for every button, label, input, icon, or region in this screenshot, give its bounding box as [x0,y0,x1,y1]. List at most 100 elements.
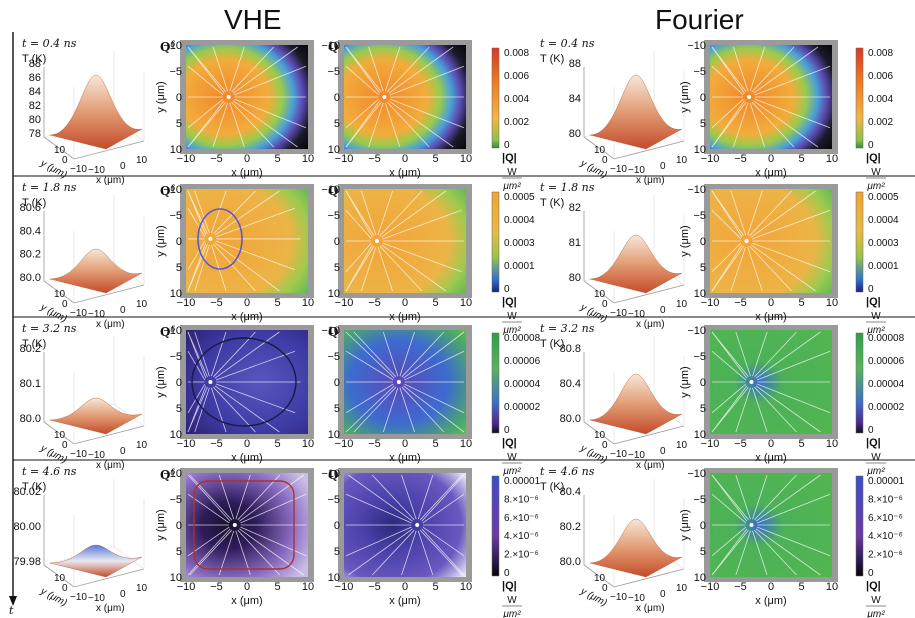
streamline [211,244,227,292]
qD-heatmap-3-xtick: 5 [432,438,438,450]
vhe-temp-surface-2-ztick: 80.2 [20,249,41,261]
fourier-colorbar-4-tick: 2.×10⁻⁶ [868,550,903,561]
qD-heatmap-1-ytick: −10 [321,40,340,52]
qD-heatmap-2-xtick: 10 [460,297,472,309]
streamline [218,530,235,576]
temp-label-fourier-3: T (K) [540,338,565,350]
fourier-temp-surface-4-ytick: 0 [602,583,608,594]
streamline [345,385,395,433]
fourier-colorbar-4-tick: 4.×10⁻⁶ [868,531,903,542]
fourier-temp-surface-4-ytick: −10 [610,592,627,603]
fourier-colorbar-3-unit-num: W [871,452,881,463]
fourier-heatmap-4-ytick: 5 [700,546,706,558]
vhe-temp-surface-4-ztick: 80.00 [13,521,41,533]
vhe-temp-surface-1-ztick: 80 [29,114,41,126]
streamline [389,65,465,96]
streamline [384,102,401,148]
fourier-ylabel-3: y (μm) [679,366,691,397]
fourier-temp-surface-3-ytick: 10 [594,430,606,441]
streamline [756,493,831,524]
vhe-temp-surface-1-xtick: 0 [120,161,126,172]
qD-heatmap-2-xtick: 0 [402,297,408,309]
qdelta-heatmap-1-xtick: 0 [244,153,250,165]
fourier-colorbar-4-tick: 6.×10⁻⁶ [868,513,903,524]
streamline [403,331,465,379]
fourier-temp-surface-4-ztick: 80.0 [560,556,581,568]
fourier-temp-surface-2-ztick: 82 [569,202,581,214]
vhe-colorbar-4-qlabel: |Q| [502,580,517,592]
fourier-colorbar-3-tick: 0.00006 [868,356,905,367]
vhe-temp-surface-3-xlabel: x (μm) [96,460,125,471]
streamline [730,246,746,292]
qdelta-heatmap-4-xtick: 5 [274,581,280,593]
fourier-colorbar-3-tick: 0 [868,425,874,436]
fourier-temp-surface-1-xtick: 10 [676,155,688,166]
temp-label-fourier-2: T (K) [540,197,565,209]
qdelta-heatmap-4-ytick: −10 [163,468,182,480]
vhe-colorbar-3-tick: 0.00008 [504,333,541,344]
vhe-temp-surface-3-ytick: 10 [54,430,66,441]
qD-heatmap-4-xtick: 0 [402,581,408,593]
vhe-colorbar-4-tick: 8.×10⁻⁶ [504,494,539,505]
streamline [388,100,454,148]
streamline [747,246,763,292]
streamline [711,474,749,521]
streamline [345,242,372,273]
streamline [379,190,423,237]
streamline [214,385,280,433]
fourier-heatmap-4-xtick: −5 [734,581,747,593]
fourier-heatmap-3-xtick: −10 [701,438,720,450]
fourier-colorbar-4-tick: 0 [868,568,874,579]
qdelta-heatmap-3-xlabel: x (μm) [231,452,262,464]
streamline [348,474,413,522]
streamline [401,386,445,433]
streamline [735,474,751,520]
streamline [353,331,397,378]
vhe-temp-surface-3-xtick: −10 [88,450,105,461]
qD-heatmap-3-xtick: −10 [335,438,354,450]
vhe-temp-surface-3-xtick: 10 [136,440,148,451]
streamline [711,65,744,96]
qD-heatmap-1-ytick: 0 [334,92,340,104]
streamline [229,102,245,148]
streamline [360,246,377,292]
fourier-ylabel-2: y (μm) [679,225,691,256]
fourier-temp-surface-2-ytick: 0 [602,299,608,310]
streamline [711,331,749,378]
qD-heatmap-1-ytick: 10 [328,144,340,156]
qdelta-heatmap-1-ytick: 0 [176,92,182,104]
streamline [213,386,256,433]
streamline [215,240,296,271]
fourier-heatmap-2-ytick: 0 [700,236,706,248]
qdelta-heatmap-1-ytick: 10 [170,144,182,156]
qdelta-heatmap-3-xtick: 10 [302,438,314,450]
qD-heatmap-2-xtick: −5 [368,297,381,309]
streamline [214,190,280,236]
qdelta-heatmap-4-source-point [232,523,237,527]
streamline [187,242,207,292]
fourier-temp-surface-4-ztick: 80.4 [560,486,581,498]
fourier-temp-surface-2-xlabel: x (μm) [636,319,665,330]
qD-heatmap-1-xtick: −5 [368,153,381,165]
fourier-temp-surface-2-xtick: −10 [628,309,645,320]
streamline [189,474,233,521]
time-axis-arrowhead [9,596,17,606]
streamline [211,387,227,433]
vhe-temp-surface-4-ytick: 0 [62,583,68,594]
streamline [194,387,210,433]
streamline [749,102,766,148]
fourier-temp-surface-1-ytick: 0 [602,155,608,166]
streamline [371,529,415,576]
fourier-heatmap-1-xtick: 0 [768,153,774,165]
time-label-vhe-1: t = 0.4 ns [22,37,77,50]
qdelta-heatmap-3-streamlines [187,331,301,433]
qD-heatmap-2-ytick: −10 [321,184,340,196]
streamline [360,190,377,236]
vhe-temp-surface-1-axes [43,67,145,160]
fourier-heatmap-3-xlabel: x (μm) [755,452,786,464]
fourier-heatmap-4-xtick: 5 [798,581,804,593]
fourier-colorbar-2-tick: 0.0003 [868,238,899,249]
fourier-temp-surface-2-axes [583,211,685,304]
qD-heatmap-3-ytick: 5 [334,403,340,415]
